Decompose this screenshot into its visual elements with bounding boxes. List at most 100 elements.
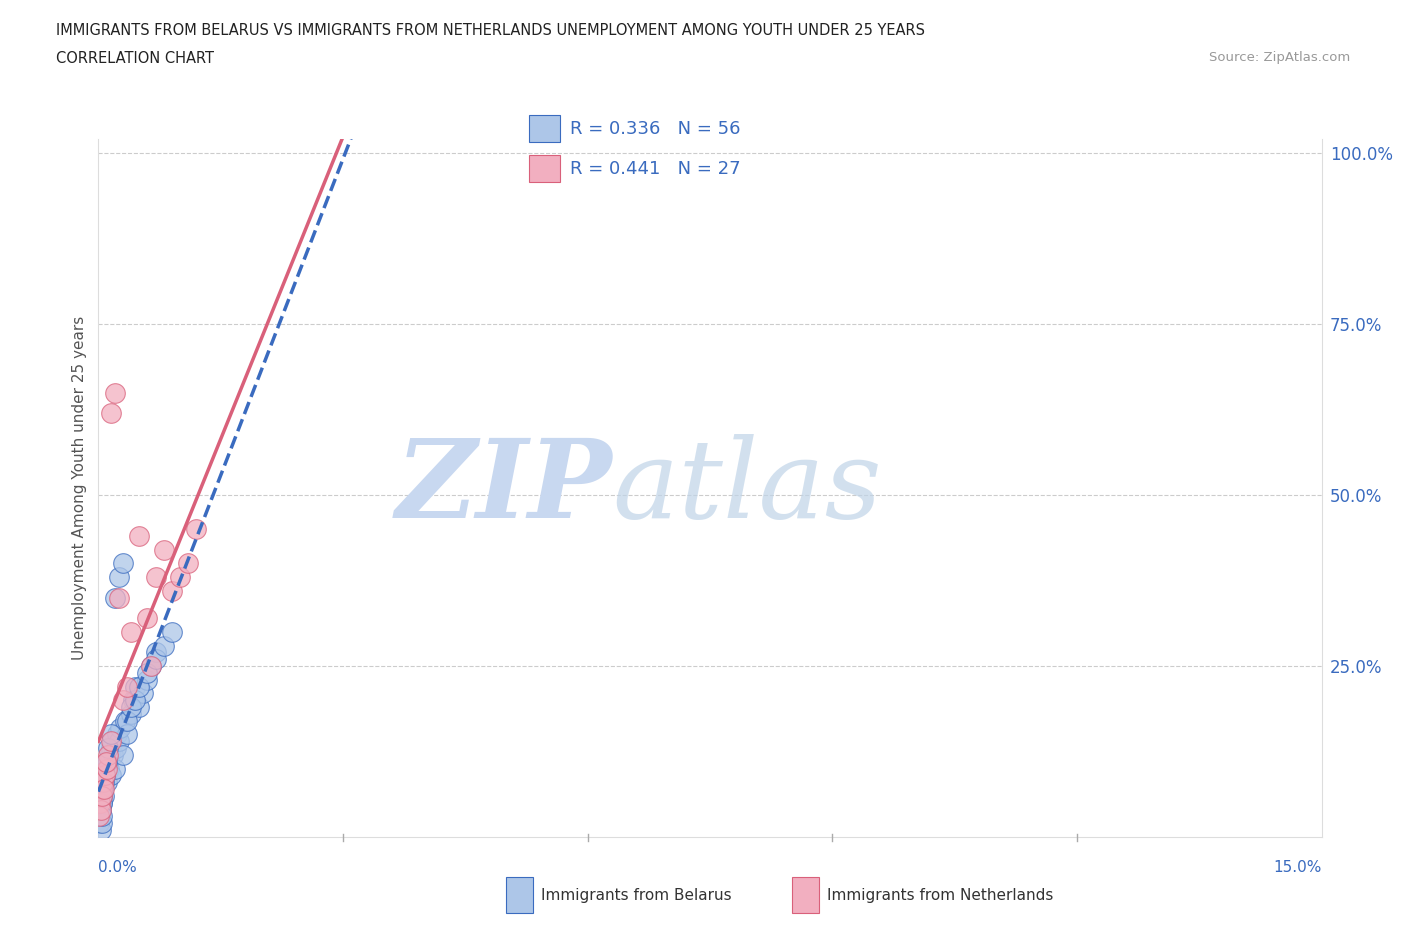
Point	[91, 809, 114, 824]
Text: Immigrants from Netherlands: Immigrants from Netherlands	[827, 887, 1053, 903]
Point	[136, 672, 159, 687]
Point	[136, 666, 159, 681]
Bar	[506, 877, 533, 913]
Point	[121, 693, 143, 708]
Text: atlas: atlas	[612, 434, 882, 542]
Point	[101, 748, 124, 763]
Point	[108, 734, 131, 749]
Point	[186, 522, 208, 537]
Text: Source: ZipAtlas.com: Source: ZipAtlas.com	[1209, 51, 1350, 64]
Point	[89, 795, 111, 810]
Point	[89, 816, 111, 830]
Point	[104, 761, 127, 776]
Point	[91, 789, 114, 804]
Point	[100, 727, 122, 742]
Point	[111, 556, 134, 571]
Point	[132, 686, 155, 701]
Y-axis label: Unemployment Among Youth under 25 years: Unemployment Among Youth under 25 years	[72, 316, 87, 660]
Text: ZIP: ZIP	[395, 434, 612, 542]
Point	[100, 734, 122, 749]
Point	[160, 583, 183, 598]
Point	[160, 624, 183, 639]
Point	[93, 782, 115, 797]
Point	[105, 727, 128, 742]
Point	[120, 707, 142, 722]
Point	[152, 638, 174, 653]
Text: 15.0%: 15.0%	[1274, 860, 1322, 875]
Bar	[793, 877, 820, 913]
Point	[124, 679, 146, 694]
Point	[89, 803, 111, 817]
Point	[114, 713, 136, 728]
Point	[91, 782, 114, 797]
Text: 0.0%: 0.0%	[98, 860, 138, 875]
Point	[115, 679, 138, 694]
Point	[94, 768, 117, 783]
Point	[93, 789, 115, 804]
Point	[152, 542, 174, 557]
Point	[169, 570, 191, 585]
Point	[105, 740, 128, 755]
Text: R = 0.441   N = 27: R = 0.441 N = 27	[569, 160, 741, 178]
Point	[96, 761, 118, 776]
Bar	[530, 115, 561, 142]
Point	[141, 658, 163, 673]
Point	[94, 768, 117, 783]
Point	[104, 591, 127, 605]
Point	[111, 748, 134, 763]
Point	[128, 528, 150, 543]
Point	[93, 775, 115, 790]
Point	[97, 740, 120, 755]
Point	[91, 782, 114, 797]
Point	[115, 713, 138, 728]
Point	[98, 761, 121, 776]
Point	[89, 809, 111, 824]
Point	[97, 748, 120, 763]
Point	[100, 405, 122, 420]
Point	[108, 591, 131, 605]
Point	[141, 658, 163, 673]
Point	[145, 570, 167, 585]
Point	[110, 720, 132, 735]
Point	[91, 775, 114, 790]
Point	[90, 782, 112, 797]
Text: R = 0.336   N = 56: R = 0.336 N = 56	[569, 120, 740, 138]
Point	[128, 679, 150, 694]
Point	[90, 795, 112, 810]
Point	[90, 789, 112, 804]
Point	[120, 624, 142, 639]
Point	[177, 556, 200, 571]
Point	[128, 699, 150, 714]
Point	[90, 823, 112, 838]
Point	[136, 611, 159, 626]
Point	[91, 789, 114, 804]
Point	[94, 768, 117, 783]
Point	[145, 644, 167, 659]
Point	[96, 754, 118, 769]
Point	[91, 775, 114, 790]
Point	[96, 775, 118, 790]
Point	[120, 699, 142, 714]
Point	[90, 795, 112, 810]
Point	[90, 803, 112, 817]
Point	[145, 652, 167, 667]
Point	[115, 727, 138, 742]
Text: CORRELATION CHART: CORRELATION CHART	[56, 51, 214, 66]
Point	[98, 748, 121, 763]
Point	[90, 803, 112, 817]
Point	[108, 570, 131, 585]
Point	[94, 761, 117, 776]
Bar	[530, 155, 561, 182]
Point	[100, 768, 122, 783]
Point	[100, 740, 122, 755]
Point	[94, 754, 117, 769]
Point	[104, 385, 127, 400]
Text: IMMIGRANTS FROM BELARUS VS IMMIGRANTS FROM NETHERLANDS UNEMPLOYMENT AMONG YOUTH : IMMIGRANTS FROM BELARUS VS IMMIGRANTS FR…	[56, 23, 925, 38]
Point	[89, 809, 111, 824]
Text: Immigrants from Belarus: Immigrants from Belarus	[541, 887, 731, 903]
Point	[97, 754, 120, 769]
Point	[90, 816, 112, 830]
Point	[111, 693, 134, 708]
Point	[101, 734, 124, 749]
Point	[124, 693, 146, 708]
